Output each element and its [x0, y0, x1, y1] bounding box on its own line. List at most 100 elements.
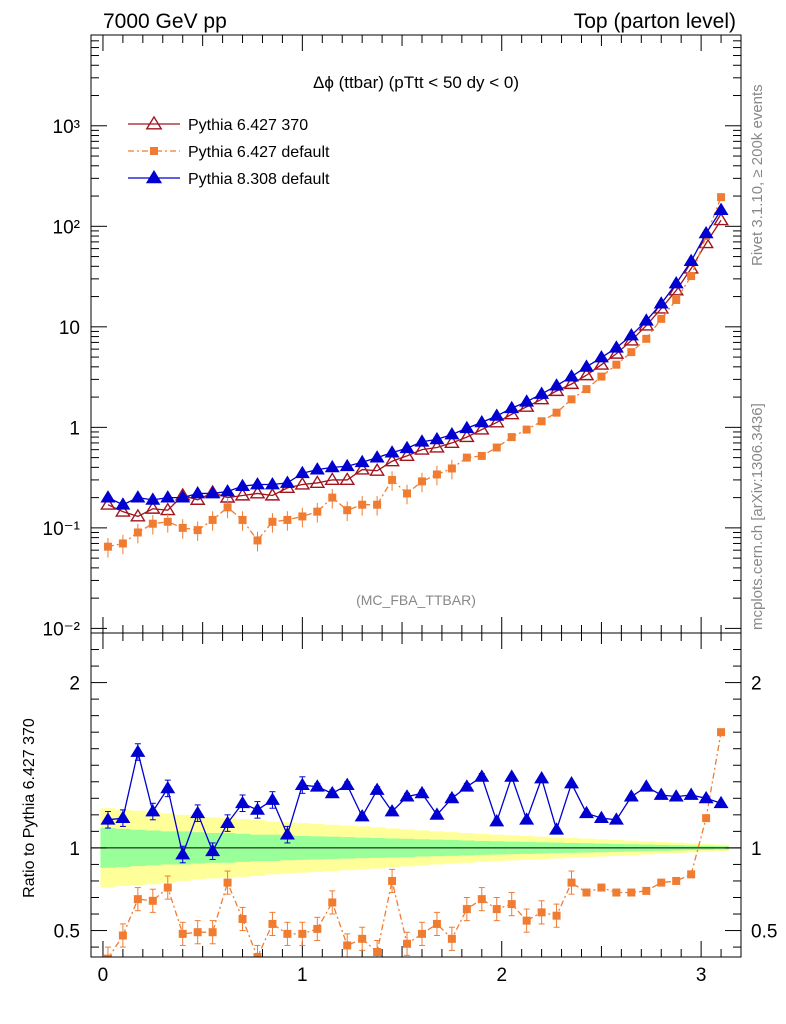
header-right: Top (parton level): [574, 10, 736, 33]
main-point: [552, 408, 561, 417]
main-point: [369, 462, 385, 476]
ratio-point: [657, 878, 666, 887]
main-series: [100, 193, 729, 558]
ratio-point: [623, 789, 639, 802]
main-point: [354, 461, 371, 475]
ratio-point: [100, 812, 116, 825]
ratio-point: [702, 814, 711, 823]
ratio-point: [552, 911, 561, 920]
main-y-tick-label: 10⁻²: [43, 619, 81, 640]
main-point: [115, 503, 131, 517]
main-point: [279, 475, 295, 488]
ratio-point: [298, 929, 307, 938]
ratio-point: [115, 810, 131, 824]
x-tick-labels: 0 1 2 3: [98, 965, 707, 986]
main-point: [417, 477, 426, 486]
main-point: [144, 500, 161, 514]
main-point: [698, 225, 714, 239]
main-point: [264, 487, 281, 501]
main-point: [328, 493, 337, 502]
ratio-point: [279, 827, 295, 840]
main-y-tick-label: 10: [59, 318, 80, 339]
main-point: [473, 421, 490, 435]
ratio-point: [477, 895, 486, 904]
ratio-point: [627, 888, 636, 897]
main-point: [294, 476, 311, 490]
ratio-point: [178, 929, 187, 938]
main-point: [713, 202, 729, 215]
ratio-point: [249, 802, 265, 815]
x-tick-label: 2: [496, 965, 507, 986]
ratio-point: [417, 929, 426, 938]
main-point: [549, 378, 565, 391]
ratio-point: [534, 771, 550, 784]
ratio-point: [294, 777, 310, 790]
ratio-point: [313, 924, 322, 933]
ratio-point: [593, 810, 609, 824]
ratio-point: [175, 847, 191, 860]
ratio-point: [145, 804, 161, 817]
main-point: [283, 515, 292, 524]
ratio-point: [597, 883, 606, 892]
ratio-point: [683, 787, 699, 800]
x-tick-label: 1: [297, 965, 308, 986]
main-point: [189, 492, 206, 505]
main-point: [253, 536, 262, 545]
main-point: [130, 508, 146, 522]
ratio-point: [504, 769, 520, 782]
main-y-tick-label: 10³: [53, 117, 80, 138]
header-left: 7000 GeV pp: [103, 10, 227, 33]
ratio-point: [444, 790, 460, 804]
main-point: [309, 462, 325, 475]
ratio-point: [223, 878, 232, 887]
main-point: [537, 417, 546, 426]
legend-label: Pythia 6.427 370: [188, 117, 308, 134]
main-point: [429, 431, 445, 445]
ratio-point: [163, 883, 172, 892]
ratio-point: [103, 954, 112, 957]
ratio-point: [447, 934, 456, 943]
ratio-point: [130, 744, 146, 757]
ratio-panel: 0.5 0.5 1 1 2 2 0 1 2 3 Ratio to Pythia 6.427 37…: [21, 632, 777, 986]
main-point: [653, 296, 669, 309]
ratio-point: [642, 886, 651, 895]
ratio-point: [358, 934, 367, 943]
ratio-point: [193, 928, 202, 937]
main-point: [489, 408, 505, 421]
main-point: [399, 448, 415, 461]
ratio-point: [328, 898, 337, 907]
ratio-point: [205, 843, 221, 857]
main-point: [608, 340, 624, 353]
main-point: [713, 212, 729, 226]
ratio-point: [238, 914, 247, 923]
main-point: [642, 334, 651, 343]
main-y-tick-label: 10⁻¹: [43, 519, 81, 540]
analysis-label: (MC_FBA_TTBAR): [356, 592, 476, 608]
main-point: [504, 400, 520, 414]
legend-marker: [145, 115, 163, 130]
main-point: [268, 517, 277, 526]
main-axis-ticks: [91, 34, 742, 633]
main-point: [373, 500, 382, 509]
main-point: [130, 490, 146, 503]
ratio-point: [564, 775, 580, 789]
ratio-point: [118, 931, 127, 940]
main-point: [205, 486, 221, 499]
main-point: [234, 487, 251, 501]
ratio-point: [608, 812, 624, 825]
main-point: [163, 517, 172, 526]
ratio-point: [253, 953, 262, 957]
main-point: [193, 526, 202, 535]
legend-label: Pythia 6.427 default: [188, 144, 330, 161]
main-point: [384, 453, 400, 467]
ratio-series: [100, 728, 729, 957]
ratio-frame: [90, 632, 742, 958]
main-point: [668, 282, 685, 296]
main-point: [384, 445, 400, 458]
main-point: [519, 394, 535, 407]
main-point: [444, 427, 460, 440]
main-point: [672, 295, 681, 304]
ratio-point: [309, 779, 325, 792]
ratio-point: [653, 787, 669, 800]
main-point: [324, 472, 341, 486]
